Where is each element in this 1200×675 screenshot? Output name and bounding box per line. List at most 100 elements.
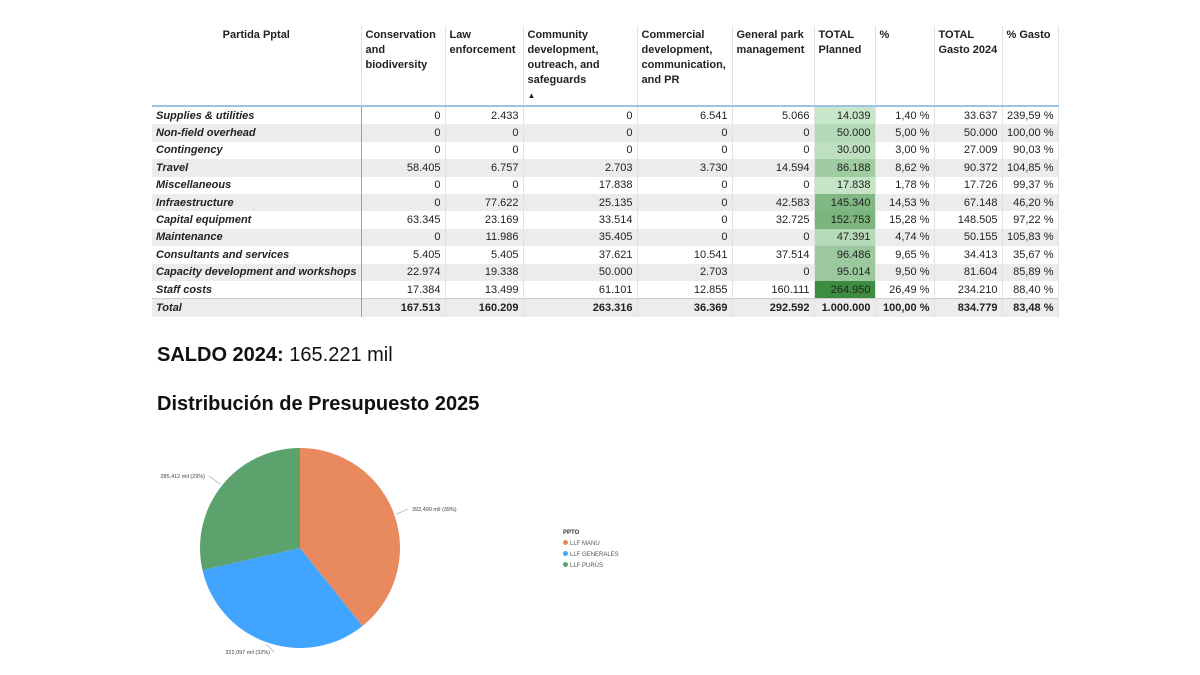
table-cell: 33.514 [523,211,638,229]
table-cell: 85,89 % [1002,263,1059,281]
table-cell: 264.950 [814,280,876,299]
table-cell: 0 [523,124,638,142]
table-row: Supplies & utilities 0 2.433 0 6.541 5.066 14.… [152,106,1059,125]
row-label: Maintenance [152,228,362,247]
table-header-row: Partida Pptal Conservation and biodiversi… [152,26,1059,106]
sort-ascending-icon: ▲ [527,91,536,100]
table-cell: 25.135 [523,193,638,212]
legend-item[interactable]: LLF PURÚS [563,561,619,572]
column-header[interactable]: TOTAL Planned [814,26,876,106]
table-cell: 0 [732,263,815,281]
table-cell: 4,74 % [875,228,935,247]
row-label: Contingency [152,141,362,160]
legend-item[interactable]: LLF GENERALES [563,550,619,561]
table-row: Consultants and services 5.405 5.405 37.621… [152,246,1059,264]
row-label: Travel [152,159,362,177]
table-cell: 0 [445,124,524,142]
table-cell: 3,00 % [875,141,935,160]
table-cell: 0 [732,141,815,160]
leader-line [396,508,409,515]
total-cell: 167.513 [361,298,446,317]
row-label: Capital equipment [152,211,362,229]
table-cell: 2.703 [523,159,638,177]
legend-swatch-icon [563,540,568,545]
column-header[interactable]: % Gasto [1002,26,1059,106]
row-label: Non-field overhead [152,124,362,142]
table-cell: 17.838 [814,176,876,194]
table-cell: 26,49 % [875,280,935,299]
table-row: Maintenance 0 11.986 35.405 0 0 47.391 4,74 % 50… [152,228,1059,247]
table-cell: 13.499 [445,280,524,299]
table-cell: 99,37 % [1002,176,1059,194]
table-cell: 22.974 [361,263,446,281]
table-cell: 14.039 [814,106,876,125]
table-cell: 0 [361,193,446,212]
leader-line [208,475,221,485]
table-row: Infraestructure 0 77.622 25.135 0 42.583 145.3… [152,193,1059,212]
table-cell: 58.405 [361,159,446,177]
pie-slice-llf-generales[interactable] [202,548,363,648]
total-label: Total [152,298,362,317]
table-cell: 32.725 [732,211,815,229]
column-header[interactable]: Partida Pptal [152,26,362,106]
legend-item[interactable]: LLF MANU [563,539,619,550]
table-cell: 46,20 % [1002,193,1059,212]
table-cell: 9,50 % [875,263,935,281]
column-header[interactable]: Conservation and biodiversity [361,26,446,106]
column-header[interactable]: Community development, outreach, and saf… [523,26,638,106]
table-cell: 0 [361,124,446,142]
total-cell: 1.000.000 [814,298,876,317]
table-cell: 0 [637,124,733,142]
table-cell: 0 [445,176,524,194]
table-cell: 35,67 % [1002,246,1059,264]
column-header[interactable]: % [875,26,935,106]
table-cell: 11.986 [445,228,524,247]
table-cell: 77.622 [445,193,524,212]
budget-matrix: Partida Pptal Conservation and biodiversi… [152,26,1059,317]
slice-data-label: 285,412 mil (29%) [160,474,205,480]
table-cell: 14.594 [732,159,815,177]
table-cell: 104,85 % [1002,159,1059,177]
table-cell: 14,53 % [875,193,935,212]
table-cell: 61.101 [523,280,638,299]
table-cell: 160.111 [732,280,815,299]
pie-slice-llf-manu[interactable] [300,448,400,627]
table-cell: 5.405 [361,246,446,264]
column-header[interactable]: General park management [732,26,815,106]
table-row: Capacity development and workshops 22.974… [152,263,1059,281]
table-cell: 0 [361,176,446,194]
pie-slice-llf-pur-s[interactable] [199,448,300,571]
column-header[interactable]: Commercial development, communication, a… [637,26,733,106]
table-cell: 234.210 [934,280,1003,299]
row-label: Supplies & utilities [152,106,362,125]
table-cell: 10.541 [637,246,733,264]
table-cell: 0 [732,176,815,194]
table-cell: 0 [637,211,733,229]
legend-title: PPTO [563,530,580,536]
table-cell: 90.372 [934,159,1003,177]
legend-label: LLF PURÚS [570,563,604,569]
table-cell: 95.014 [814,263,876,281]
table-cell: 30.000 [814,141,876,160]
table-cell: 0 [732,228,815,247]
table-cell: 0 [732,124,815,142]
table-cell: 33.637 [934,106,1003,125]
table-cell: 96.486 [814,246,876,264]
table-cell: 0 [637,193,733,212]
saldo-label: SALDO 2024: [157,344,284,366]
table-cell: 2.703 [637,263,733,281]
column-header-label: Community development, outreach, and saf… [527,29,600,86]
table-cell: 8,62 % [875,159,935,177]
table-cell: 50.000 [814,124,876,142]
table-cell: 6.541 [637,106,733,125]
leader-line [266,644,275,653]
table-cell: 5.405 [445,246,524,264]
legend-swatch-icon [563,562,568,567]
table-cell: 5,00 % [875,124,935,142]
column-header[interactable]: TOTAL Gasto 2024 [934,26,1003,106]
table-cell: 0 [361,228,446,247]
total-cell: 834.779 [934,298,1003,317]
row-label: Infraestructure [152,193,362,212]
table-cell: 0 [445,141,524,160]
column-header[interactable]: Law enforcement [445,26,524,106]
